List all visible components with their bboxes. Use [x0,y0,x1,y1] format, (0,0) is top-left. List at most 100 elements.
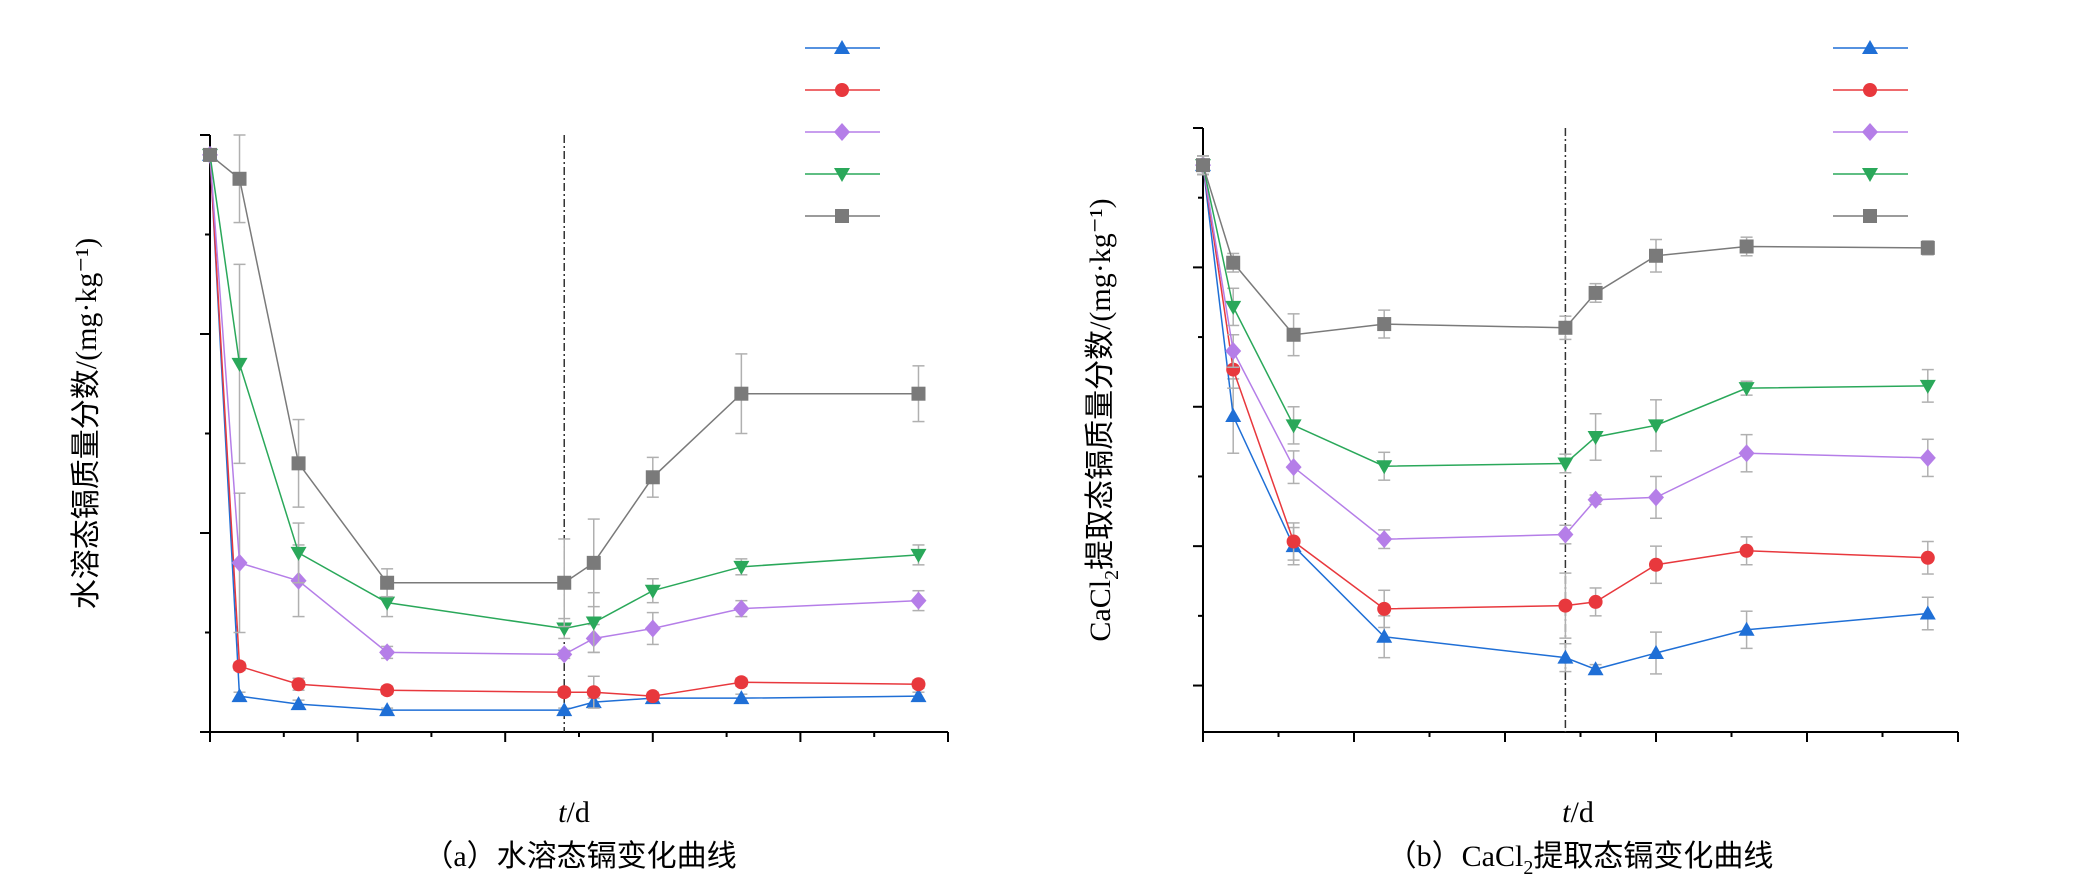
data-point [556,702,573,717]
figure-caption-text: （a）水溶态镉变化曲线 [423,840,736,873]
data-point [910,591,927,610]
data-point [1648,488,1664,507]
data-point [1377,317,1392,332]
data-point [645,470,660,485]
data-point [1225,342,1242,361]
legend-marker [834,168,850,182]
series-0-8-css [202,145,927,664]
data-point [232,659,247,674]
data-point [1648,419,1664,434]
data-point [1225,300,1242,315]
data-point [733,690,750,705]
legend-marker [1862,123,1878,141]
data-point [231,688,248,703]
chart-a-water-soluble-cadmium: t/d 水溶态镉质量分数/(mg·kg⁻¹) （a）水溶态镉变化曲线 [70,40,949,873]
figure-caption-subscript: 2 [1523,857,1533,879]
legend-marker [835,83,849,97]
data-point [910,548,927,563]
y-axis-label: CaCl2提取态镉质量分数/(mg·kg⁻¹) [1084,198,1123,641]
data-point [1649,557,1663,572]
data-point [379,643,396,662]
data-point [911,386,926,401]
data-point [733,560,750,575]
data-point [1376,530,1393,549]
data-point [734,675,749,690]
x-axis-label-variable: t [558,796,567,829]
figure-caption-post: 提取态镉变化曲线 [1533,840,1773,873]
data-point [1920,240,1935,255]
series-ck [203,134,926,628]
data-point [911,677,926,692]
data-point [1739,239,1754,254]
legend-marker [1863,209,1877,223]
data-point [1225,408,1242,423]
data-point [1588,594,1603,609]
x-axis-label-unit: /d [1571,796,1594,829]
data-point [1376,460,1393,475]
y-axis-label-subscript: 2 [1101,570,1123,580]
figure-caption-pre: （b）CaCl [1387,840,1524,873]
y-axis-label-post: 提取态镉质量分数/(mg·kg⁻¹) [1084,198,1117,569]
data-point [1226,255,1241,270]
figure-caption: （a）水溶态镉变化曲线 [423,840,736,873]
data-point [1286,327,1301,342]
data-point [1558,598,1573,613]
legend-marker [835,209,849,223]
x-axis-label-variable: t [1562,796,1571,829]
data-point [1285,458,1302,477]
data-point [585,616,602,631]
data-point [556,645,573,664]
data-point [379,596,396,611]
data-point [1738,444,1755,463]
x-axis-label-unit: /d [567,796,590,829]
data-point [1648,645,1664,660]
x-axis-label: t/d [558,796,590,829]
data-point [380,575,395,590]
data-point [645,689,660,704]
series-0-5-css [202,148,927,654]
y-axis-label-text: 水溶态镉质量分数/(mg·kg⁻¹) [70,238,103,609]
data-point [1919,605,1936,620]
legend [805,40,880,223]
data-point [290,696,307,711]
data-point [734,386,749,401]
data-point [290,546,307,561]
legend [1833,40,1908,223]
legend-marker [1863,83,1877,97]
data-point [557,685,572,700]
series-ck [1196,155,1935,357]
data-point [910,688,927,703]
figure-caption: （b）CaCl2提取态镉变化曲线 [1387,840,1774,879]
data-point [1919,379,1936,394]
data-point [232,171,247,186]
data-point [203,147,217,162]
data-point [1557,525,1574,544]
legend-marker [1862,168,1878,182]
data-point [231,553,248,572]
data-point [644,584,661,599]
data-point [644,619,661,638]
data-point [380,683,395,698]
legend-marker [1862,40,1878,54]
data-point [1587,661,1604,676]
data-point [1920,550,1935,565]
data-point [557,575,572,590]
x-axis-label: t/d [1562,796,1594,829]
data-point [1557,457,1574,472]
data-point [231,357,248,372]
data-point [1226,362,1241,377]
data-point [586,685,601,700]
data-point [1557,649,1574,664]
data-point [1286,534,1301,549]
data-point [1196,158,1210,173]
data-point [1739,543,1754,558]
data-point [1377,601,1392,616]
data-point [1558,320,1573,335]
data-point [1588,285,1603,300]
data-point [733,599,750,618]
data-point [1738,382,1755,397]
data-point [291,677,306,692]
data-point [1285,419,1302,434]
data-point [1376,628,1393,643]
data-point [379,702,396,717]
